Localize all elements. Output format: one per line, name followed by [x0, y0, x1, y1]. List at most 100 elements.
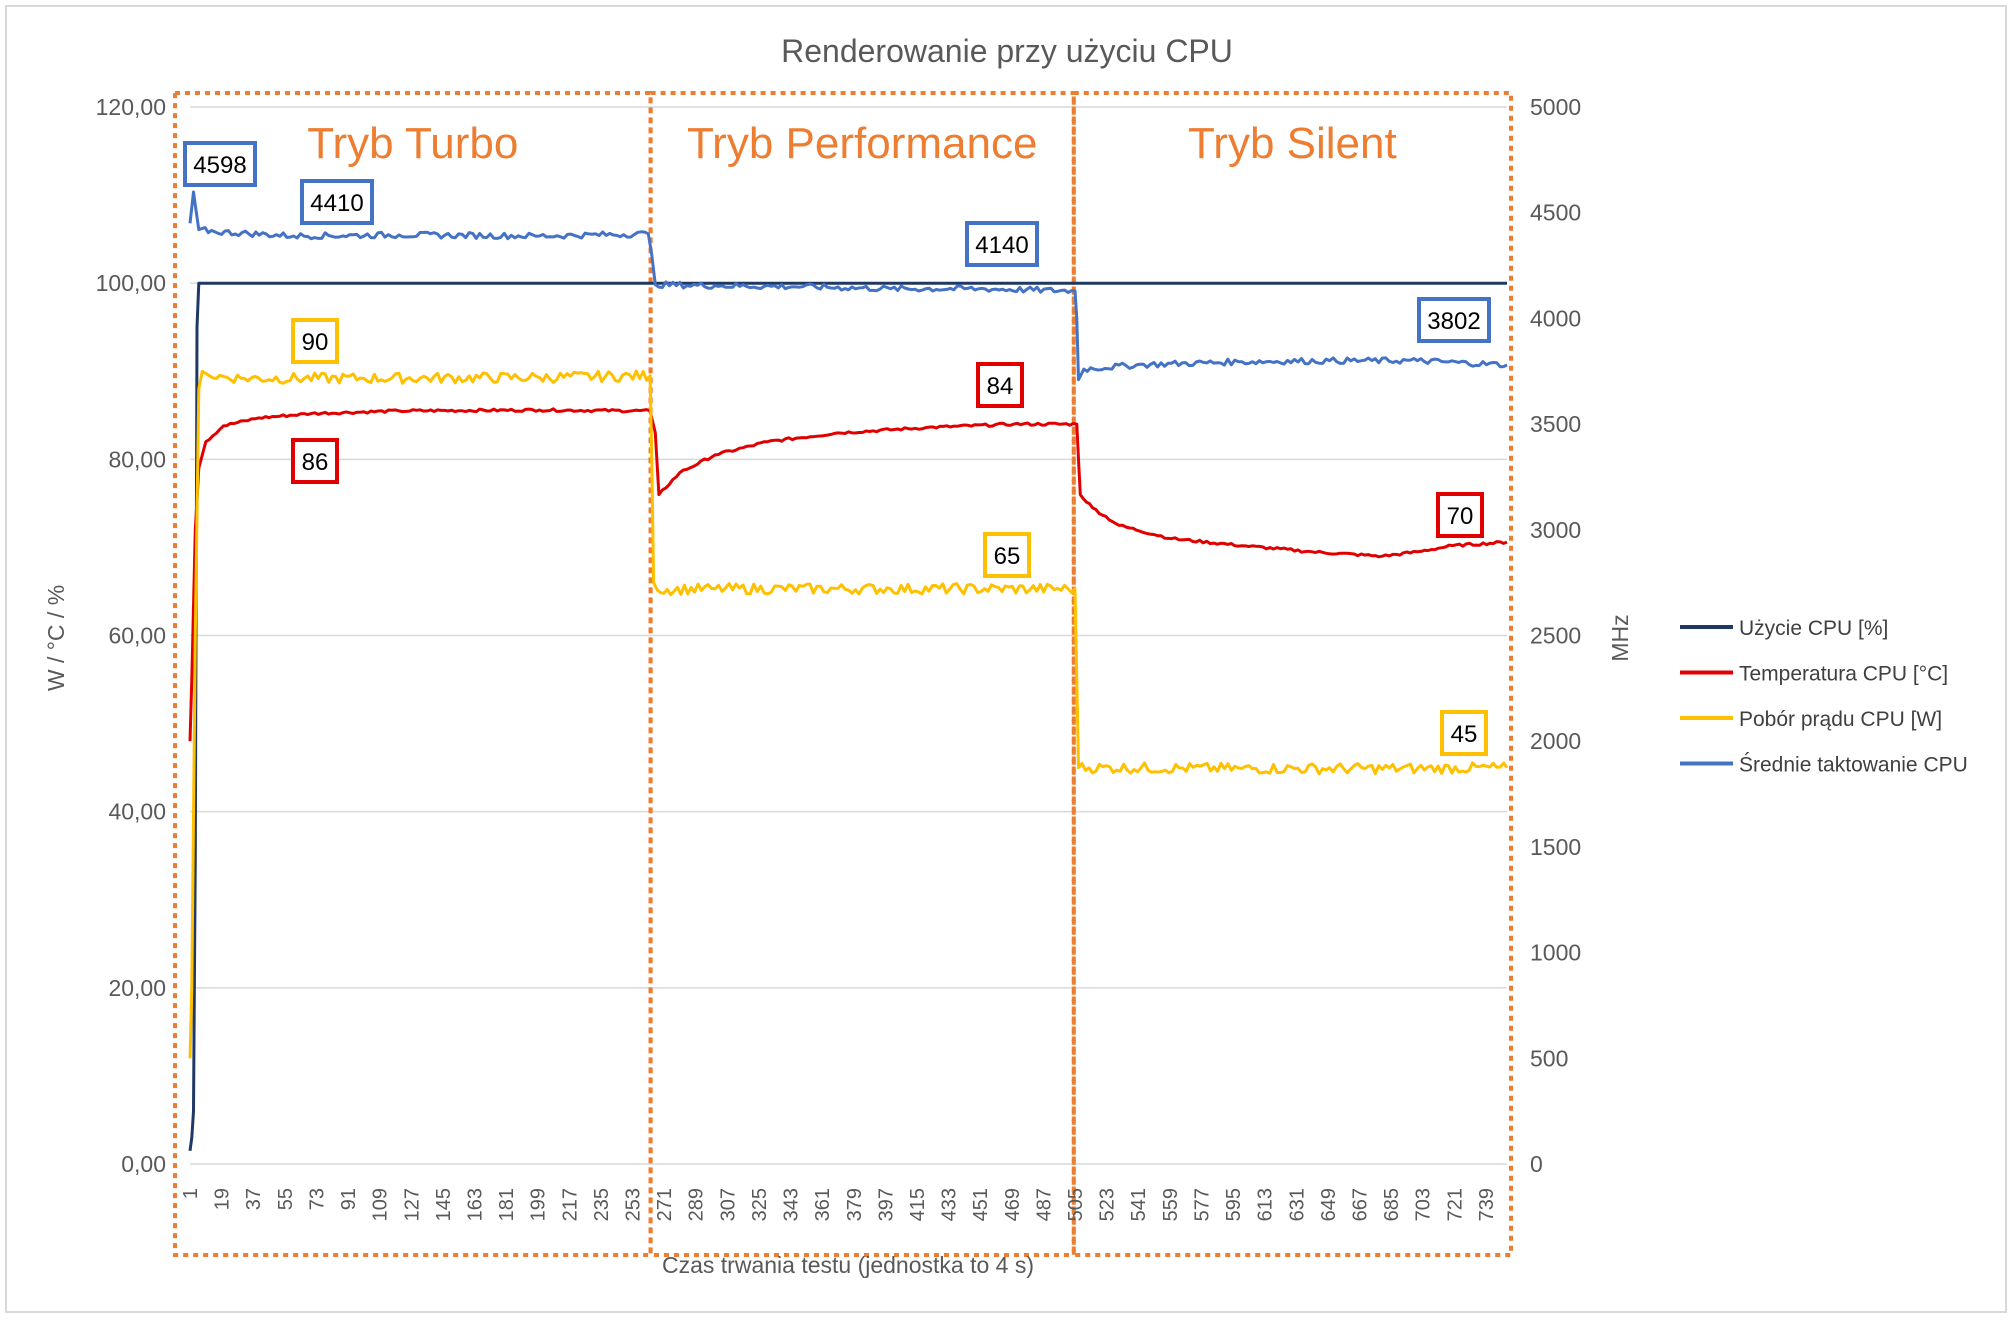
- y-axis-left: 0,00 20,00 40,00 60,00 80,00 100,00 120,00: [96, 94, 166, 1177]
- y-tick-label: 60,00: [108, 623, 166, 649]
- x-tick-label: 487: [1033, 1188, 1055, 1221]
- annotation-box: [965, 221, 1039, 267]
- x-tick-label: 217: [559, 1188, 581, 1221]
- x-tick-label: 649: [1318, 1188, 1340, 1221]
- x-tick-label: 127: [401, 1188, 423, 1221]
- series-line-0: [188, 281, 1507, 1152]
- x-tick-label: 577: [1191, 1188, 1213, 1221]
- mode-label: Tryb Silent: [1188, 119, 1397, 168]
- annotation-label: 4140: [975, 232, 1028, 259]
- x-tick-label: 19: [212, 1188, 234, 1210]
- x-tick-label: 91: [338, 1188, 360, 1210]
- x-tick-label: 73: [306, 1188, 328, 1210]
- annotation-box: [291, 438, 339, 484]
- y2-tick-label: 500: [1530, 1045, 1568, 1071]
- x-axis: 1 19 37 55 73 91 109 127 145 163 181 199 217 235 253 27…: [180, 1188, 1498, 1221]
- y-tick-label: 100,00: [96, 270, 166, 296]
- x-tick-label: 541: [1128, 1188, 1150, 1221]
- x-tick-label: 235: [591, 1188, 613, 1221]
- y2-tick-label: 3000: [1530, 517, 1581, 543]
- x-tick-label: 343: [781, 1188, 803, 1221]
- annotation-label: 84: [987, 373, 1014, 400]
- mode-label: Tryb Performance: [687, 119, 1037, 168]
- x-tick-label: 199: [528, 1188, 550, 1221]
- annotation-box: [1440, 710, 1488, 756]
- y2-axis-title: MHz: [1607, 614, 1633, 661]
- x-tick-label: 523: [1097, 1188, 1119, 1221]
- annotation-label: 90: [302, 329, 329, 356]
- x-tick-label: 415: [907, 1188, 929, 1221]
- y-tick-label: 0,00: [121, 1151, 166, 1177]
- x-tick-label: 451: [970, 1188, 992, 1221]
- y-tick-label: 40,00: [108, 799, 166, 825]
- annotation-box: [1436, 492, 1484, 538]
- x-tick-label: 505: [1065, 1188, 1087, 1221]
- annotation-label: 45: [1451, 721, 1478, 748]
- x-tick-label: 595: [1223, 1188, 1245, 1221]
- y2-tick-label: 1500: [1530, 834, 1581, 860]
- x-tick-label: 559: [1160, 1188, 1182, 1221]
- annotation-box: [983, 532, 1031, 578]
- x-tick-label: 469: [1002, 1188, 1024, 1221]
- x-tick-label: 307: [717, 1188, 739, 1221]
- legend-entry: Średnie taktowanie CPU: [1739, 753, 1968, 777]
- y2-tick-label: 4000: [1530, 305, 1581, 331]
- x-tick-label: 181: [496, 1188, 518, 1221]
- annotation-label: 4598: [193, 152, 246, 179]
- value-annotations: 4598 4410 4140 3802 90 65 45 86 84 70: [183, 141, 1491, 756]
- x-tick-label: 739: [1476, 1188, 1498, 1221]
- x-tick-label: 631: [1286, 1188, 1308, 1221]
- x-tick-label: 433: [939, 1188, 961, 1221]
- x-tick-label: 109: [370, 1188, 392, 1221]
- x-tick-label: 667: [1349, 1188, 1371, 1221]
- x-tick-label: 145: [433, 1188, 455, 1221]
- legend: Użycie CPU [%] Temperatura CPU [°C] Pobór …: [1680, 617, 1968, 777]
- annotation-label: 70: [1447, 503, 1474, 530]
- series-line-2: [188, 369, 1509, 1059]
- annotation-box: [976, 362, 1024, 408]
- mode-regions: Tryb Turbo Tryb Performance Tryb Silent: [173, 91, 1514, 1257]
- x-tick-label: 163: [464, 1188, 486, 1221]
- y2-tick-label: 2500: [1530, 623, 1581, 649]
- y2-tick-label: 5000: [1530, 94, 1581, 120]
- y-axis-title: W / °C / %: [43, 585, 69, 691]
- gridlines: [190, 106, 1507, 1165]
- annotation-box: [1417, 297, 1491, 343]
- x-tick-label: 37: [243, 1188, 265, 1210]
- x-tick-label: 289: [686, 1188, 708, 1221]
- y-tick-label: 120,00: [96, 94, 166, 120]
- legend-entry: Temperatura CPU [°C]: [1739, 663, 1948, 686]
- mode-region-box: [1071, 91, 1514, 1257]
- x-tick-label: 55: [275, 1188, 297, 1210]
- x-tick-label: 253: [623, 1188, 645, 1221]
- x-tick-label: 613: [1255, 1188, 1277, 1221]
- y2-tick-label: 1000: [1530, 940, 1581, 966]
- legend-entry: Użycie CPU [%]: [1739, 617, 1888, 640]
- y-tick-label: 80,00: [108, 446, 166, 472]
- y2-tick-label: 0: [1530, 1151, 1543, 1177]
- annotation-label: 4410: [310, 190, 363, 217]
- x-tick-label: 379: [844, 1188, 866, 1221]
- x-tick-label: 685: [1381, 1188, 1403, 1221]
- x-tick-label: 361: [812, 1188, 834, 1221]
- x-tick-label: 721: [1444, 1188, 1466, 1221]
- series-line-3: [188, 190, 1508, 382]
- mode-region-box: [173, 91, 653, 1257]
- x-tick-label: 703: [1413, 1188, 1435, 1221]
- chart-title: Renderowanie przy użyciu CPU: [781, 33, 1233, 69]
- annotation-label: 65: [994, 543, 1021, 570]
- x-tick-label: 271: [654, 1188, 676, 1221]
- series-line-1: [188, 407, 1508, 742]
- series-lines: [188, 190, 1509, 1152]
- x-tick-label: 325: [749, 1188, 771, 1221]
- y2-tick-label: 4500: [1530, 200, 1581, 226]
- y-tick-label: 20,00: [108, 975, 166, 1001]
- y2-tick-label: 2000: [1530, 728, 1581, 754]
- annotation-label: 3802: [1427, 308, 1480, 335]
- y2-tick-label: 3500: [1530, 411, 1581, 437]
- annotation-box: [300, 179, 374, 225]
- annotation-box: [291, 318, 339, 364]
- x-tick-label: 397: [875, 1188, 897, 1221]
- annotation-label: 86: [302, 449, 329, 476]
- annotation-box: [183, 141, 257, 187]
